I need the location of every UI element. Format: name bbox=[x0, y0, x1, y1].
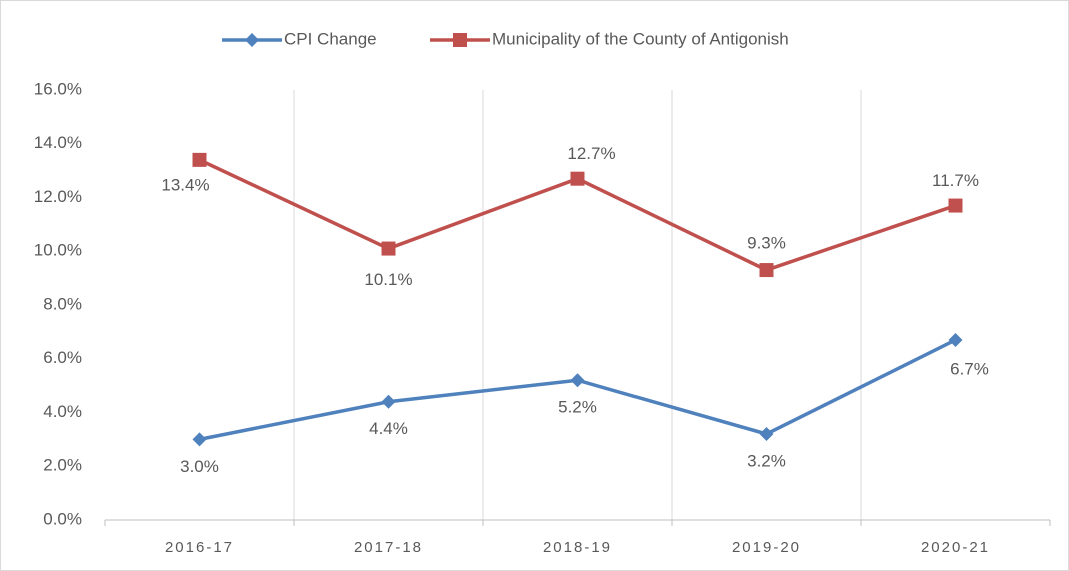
y-tick-label: 4.0% bbox=[43, 402, 82, 421]
marker bbox=[759, 263, 774, 278]
data-label: 6.7% bbox=[950, 359, 989, 378]
marker bbox=[381, 394, 396, 409]
data-label: 12.7% bbox=[567, 144, 615, 163]
data-label: 10.1% bbox=[364, 270, 412, 289]
x-tick-label: 2017-18 bbox=[354, 539, 423, 556]
marker bbox=[570, 373, 585, 388]
y-tick-label: 0.0% bbox=[43, 509, 82, 528]
marker bbox=[948, 198, 963, 213]
marker bbox=[759, 427, 774, 441]
y-tick-label: 14.0% bbox=[34, 133, 82, 152]
marker bbox=[192, 432, 207, 447]
data-label: 9.3% bbox=[747, 234, 786, 253]
y-tick-label: 2.0% bbox=[43, 456, 82, 475]
x-tick-label: 2020-21 bbox=[921, 539, 990, 556]
x-tick-label: 2016-17 bbox=[165, 539, 234, 556]
x-tick-label: 2018-19 bbox=[543, 539, 612, 556]
y-tick-label: 16.0% bbox=[34, 79, 82, 98]
legend-marker bbox=[453, 33, 467, 47]
data-label: 3.2% bbox=[747, 451, 786, 470]
data-label: 13.4% bbox=[161, 175, 209, 194]
y-tick-label: 12.0% bbox=[34, 187, 82, 206]
marker bbox=[570, 171, 585, 186]
data-label: 11.7% bbox=[932, 171, 979, 190]
data-label: 3.0% bbox=[180, 457, 219, 476]
marker bbox=[192, 152, 207, 167]
legend-marker bbox=[245, 33, 259, 47]
legend-label: Municipality of the County of Antigonish bbox=[492, 29, 789, 48]
data-label: 4.4% bbox=[369, 419, 408, 438]
marker bbox=[948, 332, 963, 347]
marker bbox=[381, 241, 396, 256]
y-tick-label: 10.0% bbox=[34, 241, 82, 260]
legend-label: CPI Change bbox=[284, 29, 377, 48]
data-label: 5.2% bbox=[558, 398, 597, 417]
y-tick-label: 8.0% bbox=[43, 294, 82, 313]
x-tick-label: 2019-20 bbox=[732, 539, 801, 556]
y-tick-label: 6.0% bbox=[43, 348, 82, 367]
